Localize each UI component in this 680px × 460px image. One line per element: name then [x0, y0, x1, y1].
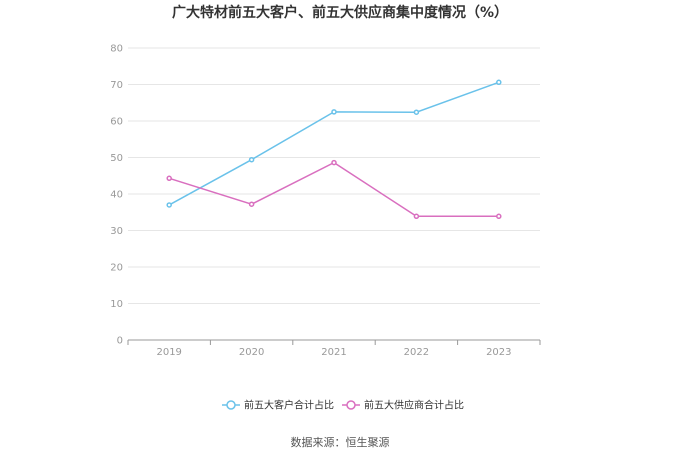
y-tick-label: 20: [110, 263, 123, 274]
y-tick-label: 30: [110, 226, 123, 237]
series-lines: [166, 79, 502, 220]
grid-lines: [128, 47, 540, 304]
legend-item[interactable]: 前五大客户合计占比: [222, 399, 334, 412]
y-tick-label: 70: [110, 80, 123, 91]
data-point: [248, 156, 255, 163]
legend-label: 前五大客户合计占比: [244, 399, 334, 412]
legend-label: 前五大供应商合计占比: [364, 399, 464, 412]
x-tick-label: 2019: [156, 347, 181, 358]
data-source: 数据来源：恒生聚源: [291, 435, 390, 449]
series-line: [168, 81, 500, 206]
data-point: [331, 159, 337, 166]
y-tick-label: 10: [110, 299, 123, 310]
data-point: [496, 79, 502, 86]
x-tick-labels: 2019 2020 2021 2022 2023: [156, 347, 511, 358]
data-point: [331, 109, 337, 115]
y-tick-label: 40: [110, 190, 123, 201]
y-tick-labels: 0 10 20 30 40 50 60 70 80: [110, 44, 123, 347]
y-tick-label: 80: [110, 44, 123, 55]
x-tick-label: 2020: [239, 347, 264, 358]
y-tick-label: 0: [117, 336, 123, 347]
y-tick-label: 60: [110, 117, 123, 128]
data-point: [248, 201, 255, 207]
chart-title: 广大特材前五大客户、前五大供应商集中度情况（%）: [172, 4, 508, 21]
data-point: [496, 213, 502, 220]
y-tick-label: 50: [110, 153, 123, 164]
legend: 前五大客户合计占比 前五大供应商合计占比: [222, 399, 464, 412]
legend-item[interactable]: 前五大供应商合计占比: [342, 399, 464, 412]
x-tick-label: 2023: [486, 347, 511, 358]
axes: [127, 339, 541, 345]
data-point: [166, 202, 172, 208]
data-point: [166, 175, 172, 182]
legend-marker: [226, 400, 236, 410]
data-point: [413, 109, 420, 115]
series-line: [168, 161, 499, 218]
data-point: [413, 213, 420, 220]
x-tick-label: 2021: [321, 347, 346, 358]
x-tick-label: 2022: [404, 347, 429, 358]
legend-marker: [346, 400, 356, 410]
